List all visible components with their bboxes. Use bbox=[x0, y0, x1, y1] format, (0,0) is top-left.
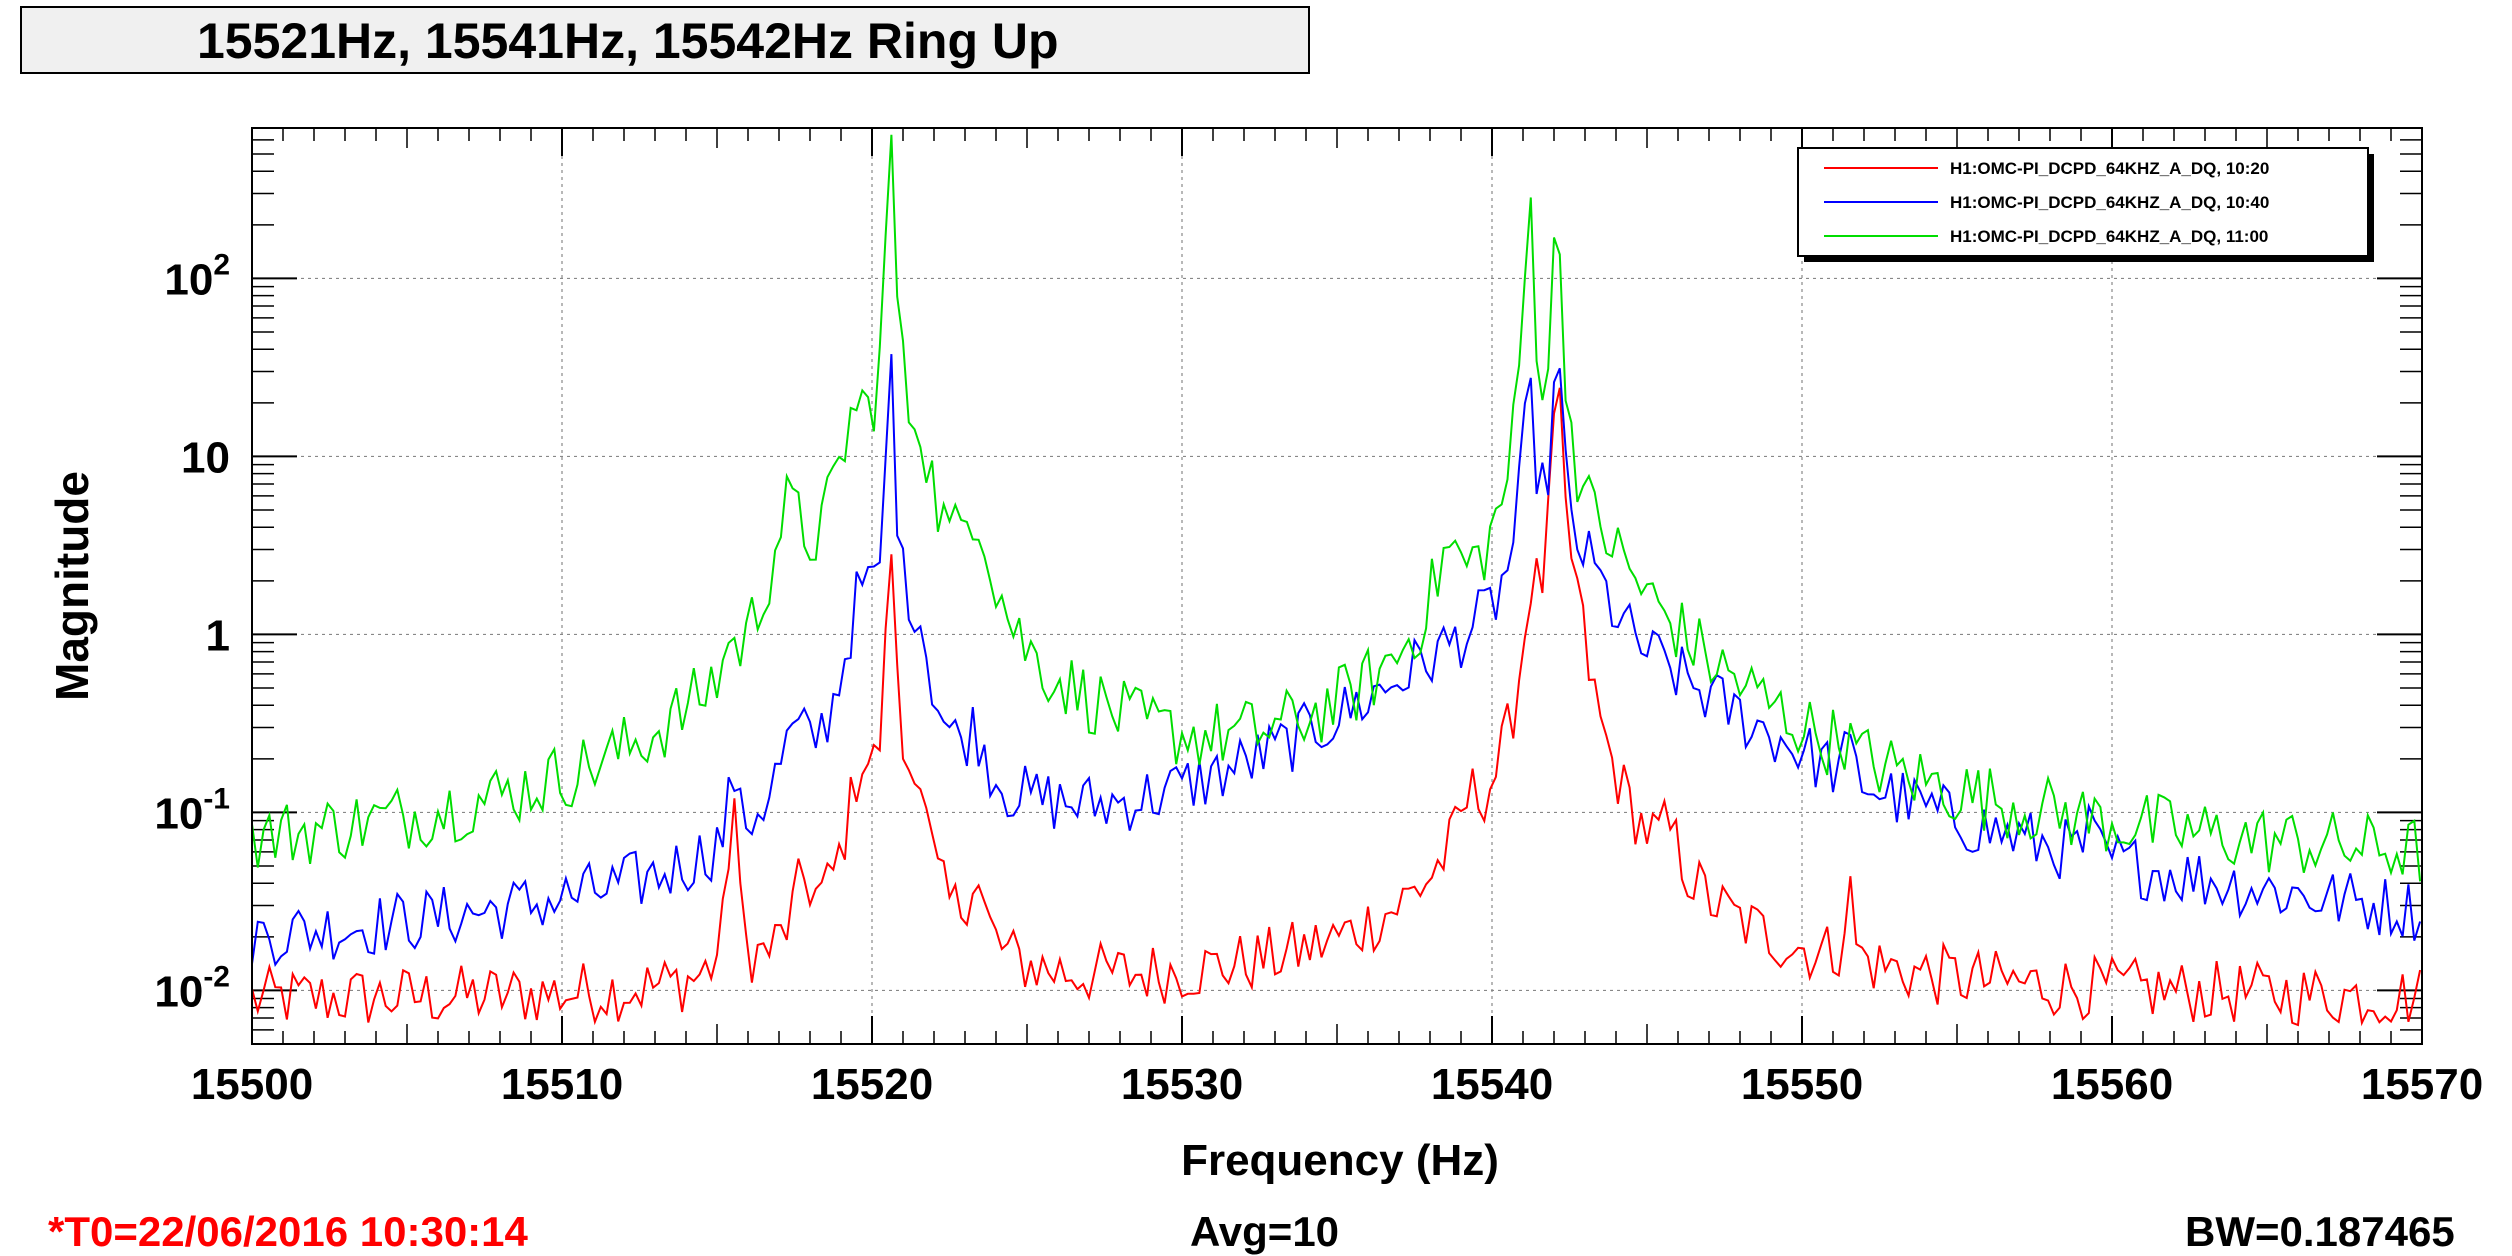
chart-title-box: 15521Hz, 15541Hz, 15542Hz Ring Up bbox=[20, 6, 1310, 74]
grid bbox=[252, 128, 2422, 1044]
x-tick-label: 15570 bbox=[2361, 1060, 2483, 1109]
x-axis-label: Frequency (Hz) bbox=[1181, 1136, 1499, 1185]
legend-entry: H1:OMC-PI_DCPD_64KHZ_A_DQ, 10:40 bbox=[1950, 193, 2269, 212]
x-tick-label: 15560 bbox=[2051, 1060, 2173, 1109]
footer-bw: BW=0.187465 bbox=[2185, 1208, 2455, 1255]
x-tick-label: 15530 bbox=[1121, 1060, 1243, 1109]
x-tick-label: 15550 bbox=[1741, 1060, 1863, 1109]
x-tick-label: 15500 bbox=[191, 1060, 313, 1109]
axis-ticks bbox=[251, 127, 2423, 1045]
chart-title: 15521Hz, 15541Hz, 15542Hz Ring Up bbox=[197, 13, 1059, 69]
series-group bbox=[251, 134, 2422, 1027]
y-tick-label: 102 bbox=[164, 248, 230, 304]
y-tick-label: 10-1 bbox=[154, 782, 230, 838]
series-line-3 bbox=[251, 134, 2422, 882]
y-tick-label: 10 bbox=[181, 433, 230, 482]
x-tick-label: 15540 bbox=[1431, 1060, 1553, 1109]
y-tick-label: 1 bbox=[206, 611, 230, 660]
legend: H1:OMC-PI_DCPD_64KHZ_A_DQ, 10:20 H1:OMC-P… bbox=[1797, 147, 2374, 262]
footer-t0: *T0=22/06/2016 10:30:14 bbox=[48, 1208, 528, 1255]
series-line-1 bbox=[251, 387, 2422, 1027]
x-tick-label: 15520 bbox=[811, 1060, 933, 1109]
y-axis-label: Magnitude bbox=[46, 471, 98, 701]
legend-entry: H1:OMC-PI_DCPD_64KHZ_A_DQ, 11:00 bbox=[1950, 227, 2268, 246]
legend-entry: H1:OMC-PI_DCPD_64KHZ_A_DQ, 10:20 bbox=[1950, 159, 2269, 178]
x-tick-labels: 15500 15510 15520 15530 15540 15550 15560 15570 bbox=[191, 1060, 2483, 1109]
footer-avg: Avg=10 bbox=[1190, 1208, 1340, 1255]
series-line-2 bbox=[251, 354, 2422, 968]
plot-frame bbox=[251, 127, 2423, 1045]
y-tick-label: 10-2 bbox=[154, 960, 230, 1016]
x-tick-label: 15510 bbox=[501, 1060, 623, 1109]
y-tick-labels: 10-2 10-1 1 10 102 bbox=[154, 248, 230, 1016]
